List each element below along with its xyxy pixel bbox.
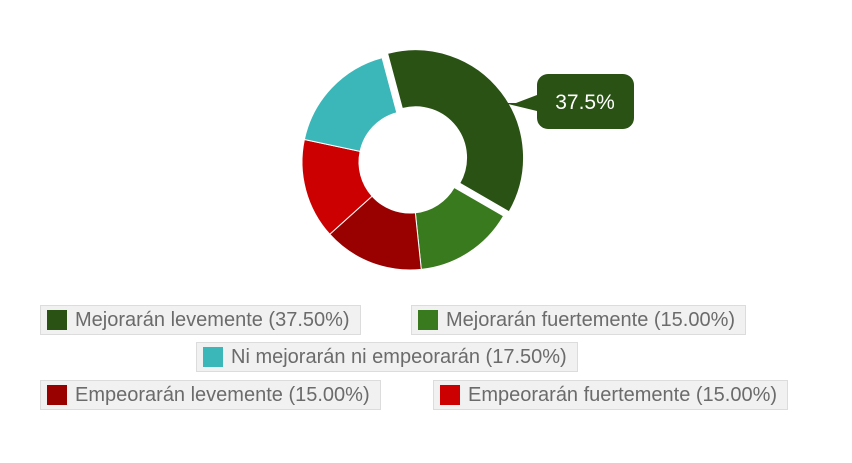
donut-chart: 37.5% [301, 49, 634, 271]
legend-label: Empeorarán levemente (15.00%) [75, 383, 370, 406]
legend-item-empeoraran-levemente[interactable]: Empeorarán levemente (15.00%) [40, 380, 381, 410]
legend-label: Mejorarán fuertemente (15.00%) [446, 308, 736, 331]
legend-label: Mejorarán levemente (37.50%) [75, 308, 350, 331]
donut-chart-svg: 37.5% [301, 49, 634, 271]
legend-label: Ni mejorarán ni empeorarán (17.50%) [231, 345, 567, 368]
legend-item-ni-mejoraran-ni-empeoraran[interactable]: Ni mejorarán ni empeorarán (17.50%) [196, 342, 578, 372]
legend-swatch [418, 310, 438, 330]
legend-item-mejoraran-levemente[interactable]: Mejorarán levemente (37.50%) [40, 305, 361, 335]
tooltip-pointer [504, 95, 537, 111]
legend-swatch [203, 347, 223, 367]
legend-label: Empeorarán fuertemente (15.00%) [468, 383, 778, 406]
legend-swatch [47, 385, 67, 405]
legend-swatch [47, 310, 67, 330]
legend-item-mejoraran-fuertemente[interactable]: Mejorarán fuertemente (15.00%) [411, 305, 747, 335]
tooltip-label: 37.5% [555, 91, 615, 114]
legend-item-empeoraran-fuertemente[interactable]: Empeorarán fuertemente (15.00%) [433, 380, 789, 410]
legend-swatch [440, 385, 460, 405]
donut-slice-ni-mejoraran-ni-empeoraran[interactable] [303, 57, 398, 152]
tooltip-box [537, 74, 634, 129]
chart-tooltip: 37.5% [504, 74, 634, 129]
donut-slice-mejoraran-levemente[interactable] [386, 49, 525, 213]
